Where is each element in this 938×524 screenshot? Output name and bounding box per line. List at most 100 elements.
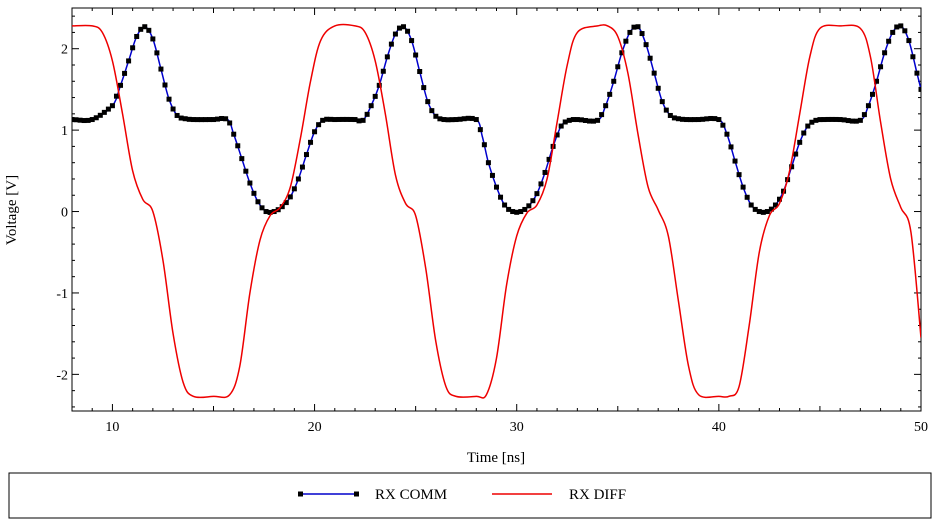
series-marker-rx-comm xyxy=(777,196,782,202)
series-marker-rx-comm xyxy=(720,122,726,128)
series-marker-rx-comm xyxy=(663,107,669,113)
series-marker-rx-comm xyxy=(526,203,532,209)
series-marker-rx-comm xyxy=(158,66,164,72)
series-marker-rx-comm xyxy=(874,78,880,84)
series-marker-rx-comm xyxy=(336,116,342,122)
series-marker-rx-comm xyxy=(793,151,799,157)
series-marker-rx-comm xyxy=(449,117,455,123)
series-marker-rx-comm xyxy=(797,139,803,145)
series-marker-rx-comm xyxy=(81,118,87,124)
series-marker-rx-comm xyxy=(724,131,730,137)
series-marker-rx-comm xyxy=(639,31,645,37)
series-marker-rx-comm xyxy=(255,199,261,205)
series-marker-rx-comm xyxy=(748,202,754,208)
plot-area: 10 20 30 40 50 -2 -1 0 1 2 xyxy=(56,7,928,435)
x-axis-title: Time [ns] xyxy=(467,450,525,466)
series-marker-rx-comm xyxy=(805,123,811,129)
series-marker-rx-comm xyxy=(906,38,912,44)
series-marker-rx-comm xyxy=(813,117,819,123)
series-marker-rx-comm xyxy=(853,118,859,124)
y-tick-label: 0 xyxy=(61,206,68,221)
legend: RX COMM RX DIFF xyxy=(8,472,932,519)
series-marker-rx-comm xyxy=(485,160,491,166)
series-marker-rx-comm xyxy=(299,164,305,170)
series-marker-rx-comm xyxy=(364,111,370,117)
series-marker-rx-comm xyxy=(291,186,297,192)
series-marker-rx-comm xyxy=(582,117,588,123)
series-marker-rx-comm xyxy=(809,119,815,125)
series-marker-rx-comm xyxy=(615,64,621,70)
series-marker-rx-comm xyxy=(481,142,487,148)
series-marker-rx-comm xyxy=(833,116,839,122)
series-marker-rx-comm xyxy=(882,50,888,56)
series-layer xyxy=(72,23,921,399)
series-marker-rx-comm xyxy=(744,194,750,200)
series-marker-rx-comm xyxy=(522,206,528,212)
series-marker-rx-comm xyxy=(279,204,285,210)
series-marker-rx-comm xyxy=(316,122,322,128)
series-marker-rx-comm xyxy=(194,117,200,123)
series-marker-rx-comm xyxy=(332,117,338,123)
y-tick-label: 1 xyxy=(61,124,68,139)
series-marker-rx-comm xyxy=(380,68,386,74)
series-marker-rx-comm xyxy=(845,118,851,124)
y-axis-title: Voltage [V] xyxy=(4,175,20,245)
series-marker-rx-comm xyxy=(122,70,128,76)
series-marker-rx-comm xyxy=(752,206,758,212)
series-marker-rx-comm xyxy=(368,103,374,109)
series-marker-rx-comm xyxy=(324,116,330,122)
series-marker-rx-comm xyxy=(433,113,439,119)
series-marker-rx-comm xyxy=(227,120,233,126)
series-marker-rx-comm xyxy=(166,96,172,102)
series-marker-rx-comm xyxy=(740,184,746,190)
series-marker-rx-comm xyxy=(251,190,257,196)
x-tick-label: 30 xyxy=(510,420,524,435)
series-marker-rx-comm xyxy=(130,45,136,51)
series-marker-rx-comm xyxy=(453,117,459,123)
x-tick-label: 40 xyxy=(712,420,726,435)
series-marker-rx-comm xyxy=(554,132,560,138)
series-marker-rx-comm xyxy=(647,55,653,61)
series-marker-rx-comm xyxy=(190,117,196,123)
series-rx-diff xyxy=(72,23,921,399)
series-marker-rx-comm xyxy=(898,23,904,29)
series-marker-rx-comm xyxy=(211,117,216,123)
series-marker-rx-comm xyxy=(829,116,835,122)
series-marker-rx-comm xyxy=(789,164,795,170)
legend-item-rx-comm: RX COMM xyxy=(298,487,447,503)
series-marker-rx-comm xyxy=(756,209,762,215)
series-marker-rx-comm xyxy=(138,26,144,32)
series-marker-rx-comm xyxy=(101,109,107,115)
y-tick-label: -1 xyxy=(56,287,68,302)
series-marker-rx-comm xyxy=(728,144,734,150)
series-marker-rx-comm xyxy=(708,115,714,121)
series-marker-rx-comm xyxy=(489,172,495,178)
series-marker-rx-comm xyxy=(235,143,241,149)
series-marker-rx-comm xyxy=(154,50,160,56)
series-marker-rx-comm xyxy=(688,117,694,123)
series-marker-rx-comm xyxy=(202,117,208,123)
series-marker-rx-comm xyxy=(817,117,823,123)
series-marker-rx-comm xyxy=(215,116,221,122)
series-marker-rx-comm xyxy=(635,24,641,30)
series-marker-rx-comm xyxy=(109,103,115,109)
series-marker-rx-comm xyxy=(692,117,698,123)
series-marker-rx-comm xyxy=(534,191,540,197)
series-marker-rx-comm xyxy=(97,112,103,118)
series-marker-rx-comm xyxy=(413,52,419,58)
series-marker-rx-comm xyxy=(894,24,900,30)
series-marker-rx-comm xyxy=(457,116,463,122)
series-marker-rx-comm xyxy=(586,118,592,124)
series-marker-rx-comm xyxy=(619,50,625,56)
series-marker-rx-comm xyxy=(655,85,661,91)
series-marker-rx-comm xyxy=(675,116,681,122)
series-marker-rx-comm xyxy=(902,28,908,34)
series-marker-rx-comm xyxy=(918,86,921,92)
series-marker-rx-comm xyxy=(348,116,354,122)
series-marker-rx-comm xyxy=(328,116,334,122)
series-line-rx-diff xyxy=(72,23,921,399)
series-marker-rx-comm xyxy=(599,112,605,118)
series-marker-rx-comm xyxy=(768,206,774,212)
series-marker-rx-comm xyxy=(170,106,176,112)
series-marker-rx-comm xyxy=(772,202,778,208)
